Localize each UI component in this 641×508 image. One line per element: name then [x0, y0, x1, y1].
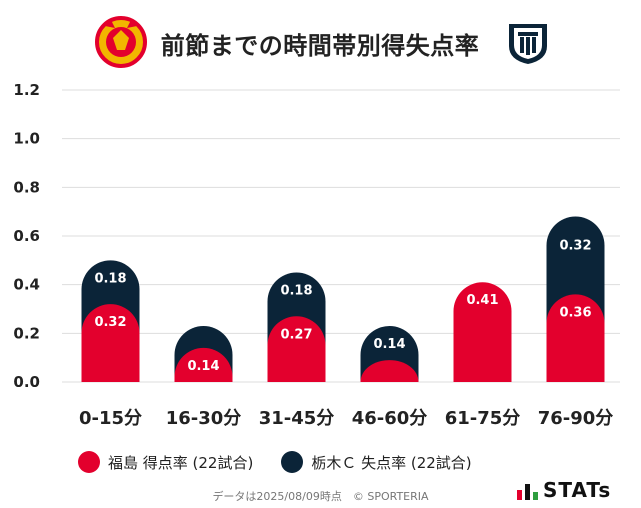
legend-swatch-away	[281, 451, 304, 473]
y-tick-label: 0.0	[13, 373, 40, 391]
stacked-bar-chart: 0.0 0.2 0.4 0.6 0.8 1.0 1.2 0.32 0.18 0-15分 0.14 16…	[13, 81, 620, 429]
chart-header: 前節までの時間帯別得失点率	[0, 12, 641, 72]
x-tick-label: 31-45分	[259, 408, 335, 429]
data-label-away: 0.18	[94, 271, 126, 286]
legend-label-away: 栃木Ｃ 失点率 (22試合)	[311, 453, 472, 472]
y-tick-label: 0.4	[13, 276, 40, 294]
y-tick-label: 0.2	[13, 324, 40, 342]
bar-home-scoring-rate	[174, 347, 233, 382]
bar-home-scoring-rate	[546, 294, 605, 382]
x-tick-label: 0-15分	[79, 408, 142, 429]
stats-brand-text: STATs	[543, 478, 612, 502]
data-label-away: 0.14	[373, 337, 405, 352]
x-tick-label: 46-60分	[352, 408, 428, 429]
bar-home-scoring-rate	[81, 304, 140, 382]
data-label-home: 0.14	[187, 359, 219, 374]
stats-brand: STATs	[517, 478, 611, 502]
chart-legend: 福島 得点率 (22試合) 栃木Ｃ 失点率 (22試合)	[78, 448, 500, 476]
page-title: 前節までの時間帯別得失点率	[160, 32, 480, 60]
bar-home-scoring-rate	[453, 282, 512, 382]
legend-swatch-home	[78, 451, 100, 473]
bar-home-scoring-rate	[360, 360, 419, 382]
data-label-away: 0.32	[559, 238, 591, 253]
data-label-home: 0.27	[280, 327, 312, 342]
x-tick-label: 61-75分	[445, 408, 521, 429]
data-label-home: 0.32	[94, 315, 126, 330]
bar-home-scoring-rate	[267, 316, 326, 382]
home-club-crest-icon	[95, 16, 147, 72]
x-tick-label: 76-90分	[538, 408, 614, 429]
y-tick-label: 1.2	[13, 81, 40, 99]
stats-bars-icon	[517, 484, 538, 500]
data-label-home: 0.41	[466, 293, 498, 308]
legend-label-home: 福島 得点率 (22試合)	[108, 453, 254, 472]
legend-item-home: 福島 得点率 (22試合)	[78, 451, 253, 473]
data-label-home: 0.36	[559, 305, 591, 320]
footer-note: データは2025/08/09時点 © SPORTERIA	[212, 490, 429, 503]
away-club-crest-icon	[505, 18, 551, 70]
y-tick-label: 1.0	[13, 130, 40, 148]
x-tick-label: 16-30分	[166, 408, 242, 429]
y-tick-label: 0.8	[13, 178, 40, 196]
legend-item-away: 栃木Ｃ 失点率 (22試合)	[281, 451, 472, 473]
y-tick-label: 0.6	[13, 227, 40, 245]
data-label-away: 0.18	[280, 284, 312, 299]
